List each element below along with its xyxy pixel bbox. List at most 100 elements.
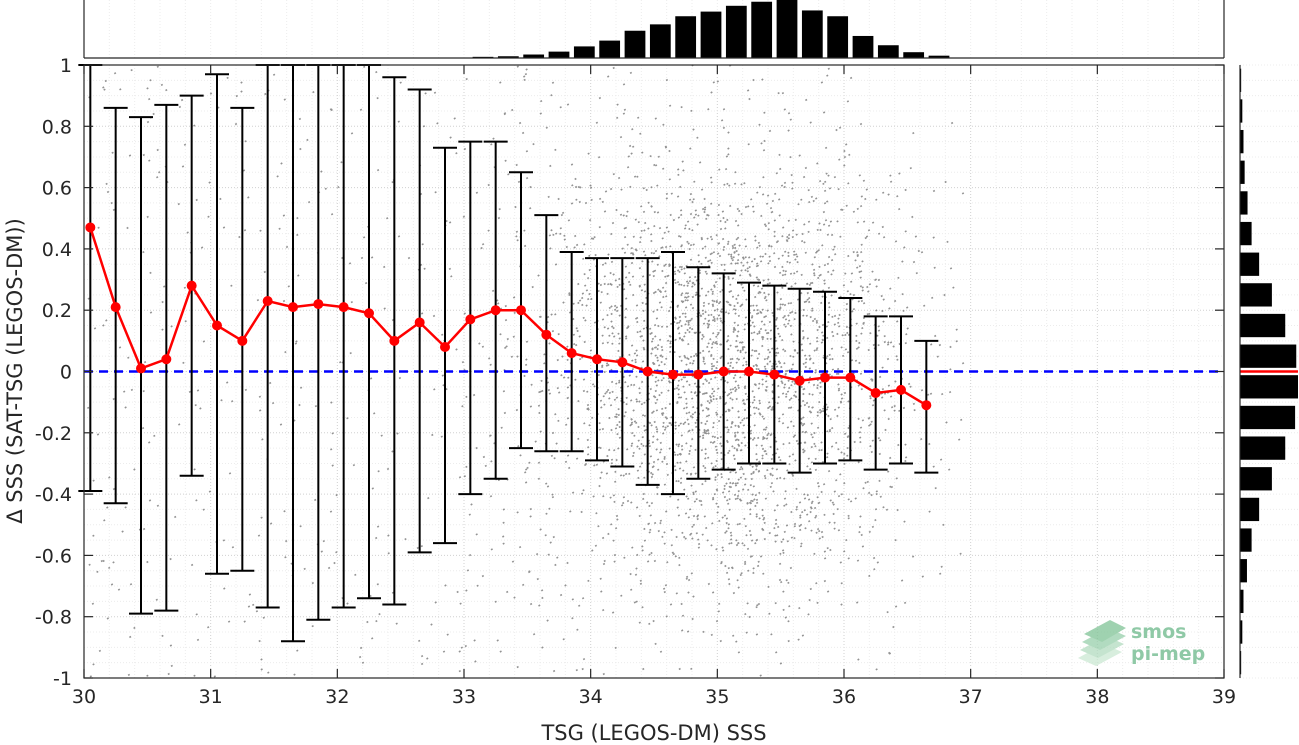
top-histogram <box>83 0 1225 59</box>
mean-point <box>820 372 830 383</box>
y-tick-label: 0 <box>60 362 72 384</box>
y-axis-label: Δ SSS (SAT-TSG (LEGOS-DM)) <box>3 218 27 524</box>
mean-point <box>921 400 932 411</box>
top-histogram-bar <box>801 10 823 59</box>
x-tick-label: 33 <box>452 686 476 708</box>
y-tick-label: 0.6 <box>42 178 72 200</box>
top-histogram-bar <box>548 51 570 58</box>
right-histogram-bar <box>1240 620 1243 644</box>
right-histogram-bar <box>1240 344 1297 368</box>
logo-layers-icon <box>1078 620 1126 666</box>
mean-point <box>769 369 780 380</box>
y-tick-label: -0.4 <box>35 484 72 506</box>
x-tick-label: 32 <box>325 686 349 708</box>
x-tick-label: 39 <box>1212 686 1236 708</box>
top-histogram-bar <box>827 16 849 59</box>
right-histogram-bar <box>1240 313 1286 338</box>
right-histogram-bar <box>1240 589 1244 614</box>
top-histogram-bar <box>497 56 519 58</box>
mean-point <box>237 335 248 346</box>
y-tick-label: -1 <box>53 668 72 690</box>
top-histogram-bar <box>877 45 899 58</box>
x-tick-label: 36 <box>832 686 856 708</box>
mean-point <box>896 384 906 395</box>
mean-point <box>465 314 476 325</box>
mean-point <box>288 302 298 313</box>
mean-point <box>364 308 374 319</box>
mean-point <box>313 299 324 310</box>
smos-pi-mep-logo: smos pi-mep <box>1078 620 1205 666</box>
x-tick-label: 31 <box>199 686 223 708</box>
mean-point <box>110 302 121 313</box>
y-axis-ticks: 1 0.8 0.6 0.4 0.2 0 -0.2 -0.4 -0.6 -0.8 -1 <box>35 55 1224 690</box>
mean-point <box>85 222 96 233</box>
top-histogram-bar <box>649 24 671 58</box>
mean-point <box>617 357 628 368</box>
mean-line <box>89 227 927 407</box>
right-histogram-bar <box>1240 436 1286 460</box>
y-tick-label: 0.2 <box>42 300 72 322</box>
logo-text-pi-mep: pi-mep <box>1131 643 1205 665</box>
top-histogram-bars <box>472 0 950 59</box>
right-histogram-bar <box>1240 99 1243 123</box>
mean-point <box>389 335 400 346</box>
mean-point <box>136 363 146 374</box>
x-tick-label: 30 <box>72 686 96 708</box>
mean-point <box>212 320 222 331</box>
right-histogram-bar <box>1240 405 1296 430</box>
mean-point <box>693 369 704 380</box>
x-tick-label: 34 <box>579 686 603 708</box>
mean-point <box>262 296 273 307</box>
right-histogram-bar <box>1240 283 1272 307</box>
right-histogram-bar <box>1240 160 1245 184</box>
mean-point <box>566 348 577 359</box>
mean-point <box>440 341 450 352</box>
top-histogram-bar <box>776 0 798 58</box>
x-axis-label: TSG (LEGOS-DM) SSS <box>540 721 766 745</box>
x-axis-ticks: 30 31 32 33 34 35 36 37 38 39 <box>72 65 1236 708</box>
y-tick-label: 0.8 <box>42 116 72 138</box>
top-histogram-bar <box>700 11 722 59</box>
right-histogram-bar <box>1240 467 1272 491</box>
mean-point <box>794 375 805 386</box>
right-histogram <box>1239 64 1298 679</box>
right-histogram-bar <box>1240 129 1244 154</box>
error-bars <box>78 64 939 643</box>
mean-point <box>490 305 501 316</box>
top-histogram-bar <box>725 5 747 59</box>
mean-point <box>668 369 678 380</box>
x-tick-label: 37 <box>959 686 983 708</box>
right-histogram-bars <box>1240 68 1298 675</box>
right-histogram-bar <box>1240 191 1248 215</box>
top-histogram-bar <box>903 52 925 58</box>
y-tick-label: -0.8 <box>35 607 72 629</box>
mean-points <box>85 222 932 411</box>
top-histogram-bar <box>928 55 950 58</box>
mean-point <box>744 366 754 377</box>
logo-text-smos: smos <box>1131 621 1186 643</box>
right-histogram-bar <box>1240 252 1260 276</box>
mean-point <box>338 302 349 313</box>
y-tick-label: -0.2 <box>35 423 72 445</box>
x-tick-label: 38 <box>1085 686 1109 708</box>
top-histogram-bar <box>599 40 621 58</box>
right-histogram-bar <box>1240 528 1252 552</box>
mean-point <box>870 387 881 398</box>
top-histogram-bar <box>624 30 646 58</box>
top-histogram-bar <box>852 35 874 58</box>
mean-point <box>718 366 729 377</box>
top-histogram-bar <box>573 46 595 58</box>
main-plot: 30 31 32 33 34 35 36 37 38 39 1 0.8 0.6 0.4 0.2 0 -0.2 -… <box>35 55 1236 708</box>
mean-point <box>186 280 197 291</box>
mean-point <box>642 366 653 377</box>
right-histogram-bar <box>1240 559 1247 583</box>
x-tick-label: 35 <box>705 686 729 708</box>
mean-point <box>414 317 425 328</box>
top-histogram-bar <box>675 16 697 59</box>
mean-point <box>161 354 172 365</box>
y-tick-label: 1 <box>60 55 72 77</box>
right-histogram-bar <box>1240 221 1252 246</box>
right-histogram-bar <box>1240 497 1260 522</box>
mean-point <box>516 305 526 316</box>
